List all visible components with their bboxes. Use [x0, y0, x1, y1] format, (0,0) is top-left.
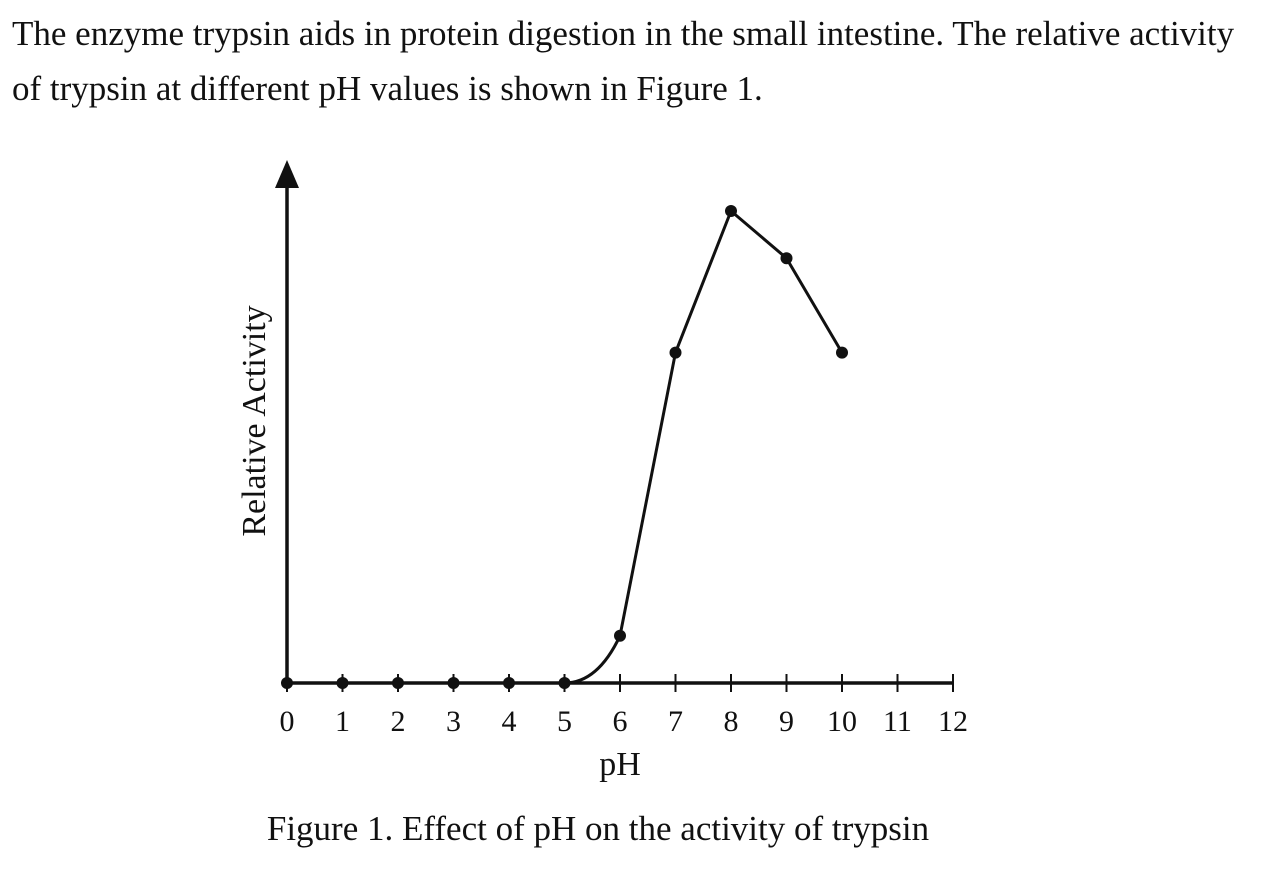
x-tick-label: 9 — [779, 705, 794, 738]
data-point — [614, 629, 626, 642]
x-tick-label: 12 — [938, 705, 968, 738]
data-point — [780, 252, 793, 265]
data-point — [281, 677, 293, 689]
data-point — [836, 346, 848, 359]
x-tick-labels: 0 1 2 3 4 5 6 7 8 9 10 11 12 — [280, 705, 969, 738]
x-tick-label: 10 — [827, 705, 857, 738]
data-point — [669, 346, 682, 359]
series-line — [287, 209, 844, 685]
data-point — [336, 677, 349, 689]
intro-paragraph: The enzyme trypsin aids in protein diges… — [12, 14, 1235, 108]
data-point — [392, 677, 404, 689]
x-tick-label: 7 — [668, 705, 683, 738]
y-axis-arrow-icon — [275, 160, 299, 188]
x-tick-label: 6 — [613, 705, 628, 738]
x-tick-label: 4 — [502, 705, 517, 738]
x-tick-label: 2 — [391, 705, 406, 738]
figure-caption: Figure 1. Effect of pH on the activity o… — [267, 809, 929, 848]
x-tick-label: 3 — [446, 705, 461, 738]
axes — [275, 160, 953, 685]
data-point — [725, 205, 737, 217]
x-tick-label: 8 — [724, 705, 739, 738]
data-point — [447, 677, 460, 689]
data-point — [503, 677, 515, 689]
x-tick-label: 5 — [557, 705, 572, 738]
x-axis-title: pH — [599, 746, 641, 783]
data-points — [281, 205, 848, 689]
x-tick-label: 1 — [335, 705, 350, 738]
y-axis-title: Relative Activity — [236, 305, 273, 536]
x-tick-label: 11 — [883, 705, 912, 738]
x-tick-label: 0 — [280, 705, 295, 738]
data-point — [558, 677, 571, 689]
